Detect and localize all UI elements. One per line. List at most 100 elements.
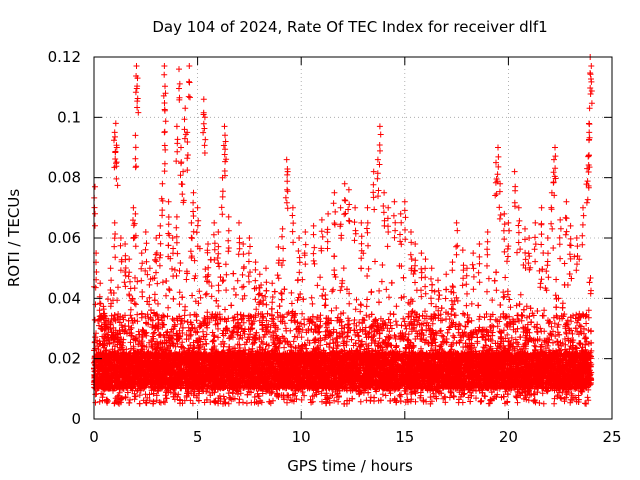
- roti-point: [397, 210, 404, 217]
- roti-point: [174, 148, 181, 155]
- roti-point: [422, 265, 429, 272]
- x-tick-label: 10: [292, 428, 311, 446]
- roti-point: [134, 104, 141, 111]
- roti-point: [289, 204, 296, 211]
- roti-point: [579, 221, 586, 228]
- roti-point: [162, 90, 169, 97]
- roti-point: [418, 250, 425, 257]
- roti-point: [428, 265, 435, 272]
- roti-point: [504, 253, 511, 260]
- roti-point: [240, 251, 247, 258]
- roti-point: [497, 180, 504, 187]
- y-tick-label: 0: [71, 410, 81, 428]
- roti-point: [525, 250, 532, 257]
- roti-point: [435, 277, 441, 284]
- roti-point: [269, 294, 276, 300]
- roti-point: [204, 273, 211, 280]
- roti-point: [296, 259, 303, 266]
- roti-point: [240, 265, 247, 272]
- roti-point: [162, 146, 169, 153]
- roti-point: [586, 152, 592, 159]
- roti-point: [284, 205, 291, 212]
- roti-point: [211, 246, 218, 253]
- roti-point: [161, 100, 168, 106]
- roti-point: [365, 242, 371, 249]
- roti-point: [143, 258, 150, 265]
- roti-point: [214, 255, 221, 261]
- roti-point: [240, 241, 247, 247]
- roti-point: [117, 235, 124, 241]
- roti-point: [401, 207, 408, 214]
- roti-point: [211, 256, 218, 263]
- roti-point: [274, 272, 281, 279]
- roti-point: [370, 181, 377, 188]
- roti-point: [501, 210, 508, 217]
- axis-ticks: [93, 56, 613, 420]
- roti-point: [132, 210, 139, 217]
- roti-point: [247, 243, 253, 250]
- roti-point: [544, 235, 551, 241]
- roti-point: [275, 244, 282, 250]
- roti-point: [108, 290, 115, 296]
- roti-point: [476, 279, 483, 286]
- roti-point: [236, 219, 242, 226]
- roti-point: [562, 231, 569, 238]
- roti-point: [484, 262, 490, 269]
- roti-point: [346, 218, 353, 225]
- roti-point: [412, 279, 418, 286]
- roti-point: [418, 287, 424, 294]
- roti-point: [280, 245, 287, 252]
- roti-point: [190, 189, 197, 196]
- roti-point: [346, 201, 353, 208]
- roti-point: [460, 267, 467, 274]
- roti-point: [173, 239, 180, 246]
- roti-point: [435, 296, 442, 303]
- roti-point: [331, 221, 338, 228]
- roti-point: [236, 239, 243, 246]
- roti-point: [176, 96, 183, 103]
- roti-point: [358, 219, 365, 226]
- roti-point: [263, 279, 270, 286]
- roti-point: [92, 222, 98, 229]
- roti-point: [97, 280, 104, 287]
- roti-point: [200, 111, 207, 118]
- roti-point: [587, 91, 594, 97]
- roti-point: [204, 249, 211, 256]
- roti-band-points: [91, 266, 594, 407]
- roti-point: [186, 78, 192, 85]
- roti-point: [179, 191, 186, 198]
- roti-point: [407, 251, 414, 258]
- tick-labels: 0 0.02 0.04 0.06 0.08 0.1 0.12 0 5 10 15 20 25: [48, 48, 622, 446]
- roti-point: [256, 301, 262, 308]
- roti-point: [256, 271, 263, 278]
- roti-point: [113, 175, 120, 182]
- roti-point: [157, 240, 164, 247]
- roti-point: [218, 204, 225, 211]
- roti-point: [126, 291, 133, 298]
- roti-point: [200, 129, 207, 136]
- roti-point: [311, 244, 318, 251]
- roti-point: [470, 273, 477, 280]
- roti-point: [269, 305, 275, 312]
- roti-point: [162, 83, 168, 90]
- roti-point: [132, 144, 139, 151]
- roti-point: [142, 246, 149, 253]
- roti-point: [364, 204, 371, 211]
- roti-point: [296, 269, 303, 276]
- x-tick-label: 25: [602, 428, 621, 446]
- roti-point: [190, 213, 197, 219]
- roti-point: [174, 250, 181, 257]
- roti-point: [279, 225, 286, 232]
- roti-point: [538, 231, 545, 238]
- roti-point: [398, 219, 405, 226]
- roti-point: [318, 216, 325, 223]
- roti-point: [380, 209, 387, 216]
- roti-point: [187, 94, 193, 101]
- roti-point: [173, 158, 180, 165]
- roti-point: [341, 211, 348, 218]
- roti-point: [200, 96, 207, 103]
- roti-point: [463, 272, 470, 279]
- roti-point: [188, 253, 195, 260]
